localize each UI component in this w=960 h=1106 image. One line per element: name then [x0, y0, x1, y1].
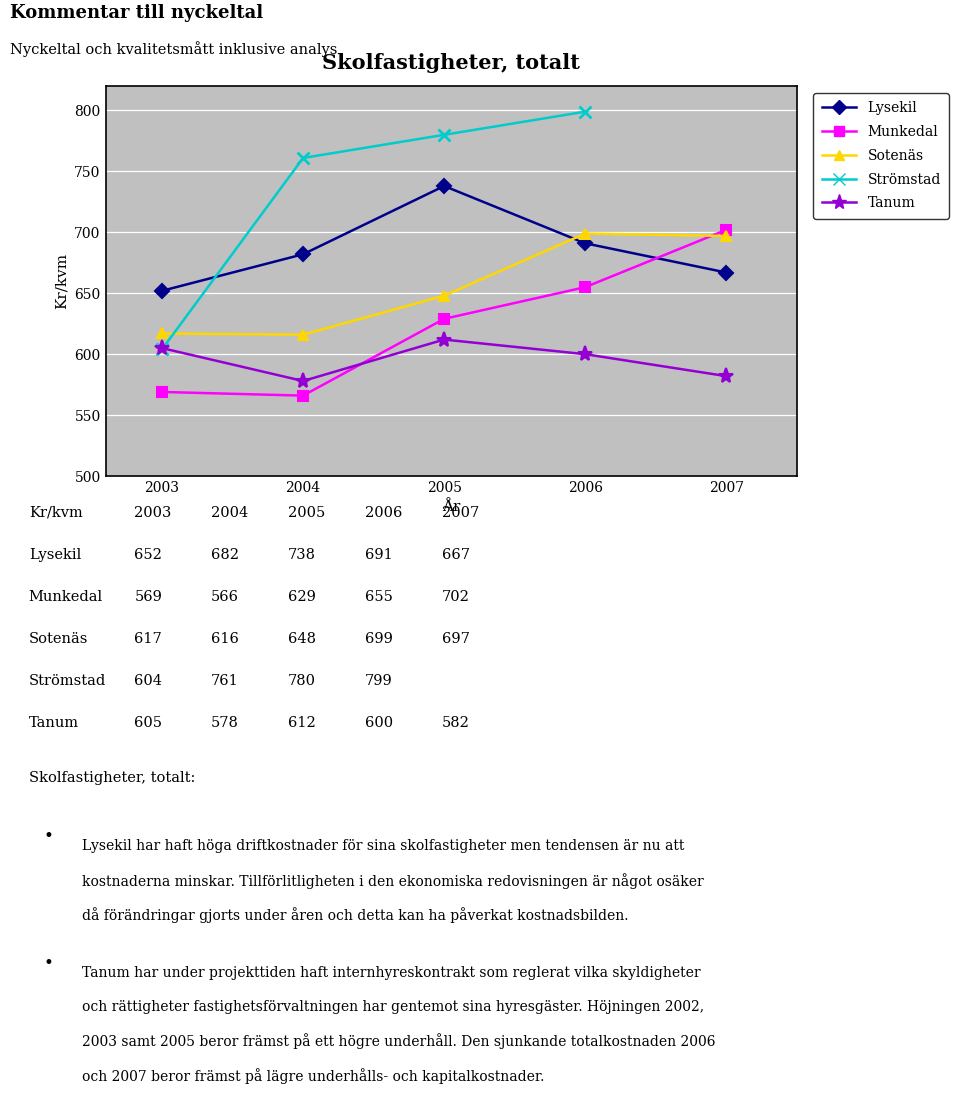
Text: Lysekil har haft höga driftkostnader för sina skolfastigheter men tendensen är n: Lysekil har haft höga driftkostnader för… — [82, 838, 684, 853]
Text: 699: 699 — [365, 632, 393, 646]
Y-axis label: Kr/kvm: Kr/kvm — [55, 253, 69, 309]
Text: 2005: 2005 — [288, 505, 325, 520]
Text: och 2007 beror främst på lägre underhålls- och kapitalkostnader.: och 2007 beror främst på lägre underhåll… — [82, 1067, 544, 1084]
Text: 604: 604 — [134, 674, 162, 688]
Text: 2006: 2006 — [365, 505, 402, 520]
Text: 582: 582 — [442, 716, 469, 730]
Text: 691: 691 — [365, 547, 393, 562]
Text: 600: 600 — [365, 716, 393, 730]
Text: 648: 648 — [288, 632, 316, 646]
Text: 652: 652 — [134, 547, 162, 562]
Title: Skolfastigheter, totalt: Skolfastigheter, totalt — [323, 53, 580, 73]
Text: 2007: 2007 — [442, 505, 479, 520]
Text: 682: 682 — [211, 547, 239, 562]
Text: Kommentar till nyckeltal: Kommentar till nyckeltal — [10, 3, 263, 22]
Text: Munkedal: Munkedal — [29, 589, 103, 604]
Text: 566: 566 — [211, 589, 239, 604]
Text: Strömstad: Strömstad — [29, 674, 106, 688]
Text: då förändringar gjorts under åren och detta kan ha påverkat kostnadsbilden.: då förändringar gjorts under åren och de… — [82, 907, 628, 922]
Text: 629: 629 — [288, 589, 316, 604]
Text: 780: 780 — [288, 674, 316, 688]
Text: 605: 605 — [134, 716, 162, 730]
Text: 2004: 2004 — [211, 505, 249, 520]
Text: 738: 738 — [288, 547, 316, 562]
Text: Sotenäs: Sotenäs — [29, 632, 88, 646]
Text: 612: 612 — [288, 716, 316, 730]
Text: •: • — [43, 956, 53, 972]
Text: 761: 761 — [211, 674, 239, 688]
Text: 616: 616 — [211, 632, 239, 646]
Text: Kr/kvm: Kr/kvm — [29, 505, 83, 520]
Text: 617: 617 — [134, 632, 162, 646]
Text: •: • — [43, 828, 53, 845]
Text: 655: 655 — [365, 589, 393, 604]
Text: 578: 578 — [211, 716, 239, 730]
X-axis label: År: År — [442, 501, 461, 514]
Text: 2003: 2003 — [134, 505, 172, 520]
Text: 702: 702 — [442, 589, 469, 604]
Text: 569: 569 — [134, 589, 162, 604]
Text: Skolfastigheter, totalt:: Skolfastigheter, totalt: — [29, 771, 195, 784]
Text: 697: 697 — [442, 632, 469, 646]
Text: Tanum har under projekttiden haft internhyreskontrakt som reglerat vilka skyldig: Tanum har under projekttiden haft intern… — [82, 966, 700, 980]
Legend: Lysekil, Munkedal, Sotenäs, Strömstad, Tanum: Lysekil, Munkedal, Sotenäs, Strömstad, T… — [813, 93, 949, 219]
Text: 799: 799 — [365, 674, 393, 688]
Text: 667: 667 — [442, 547, 469, 562]
Text: Nyckeltal och kvalitetsmått inklusive analys: Nyckeltal och kvalitetsmått inklusive an… — [10, 41, 337, 58]
Text: och rättigheter fastighetsförvaltningen har gentemot sina hyresgäster. Höjningen: och rättigheter fastighetsförvaltningen … — [82, 1000, 704, 1013]
Text: 2003 samt 2005 beror främst på ett högre underhåll. Den sjunkande totalkostnaden: 2003 samt 2005 beror främst på ett högre… — [82, 1034, 715, 1050]
Text: Tanum: Tanum — [29, 716, 79, 730]
Text: kostnaderna minskar. Tillförlitligheten i den ekonomiska redovisningen är något : kostnaderna minskar. Tillförlitligheten … — [82, 873, 704, 888]
Text: Lysekil: Lysekil — [29, 547, 81, 562]
